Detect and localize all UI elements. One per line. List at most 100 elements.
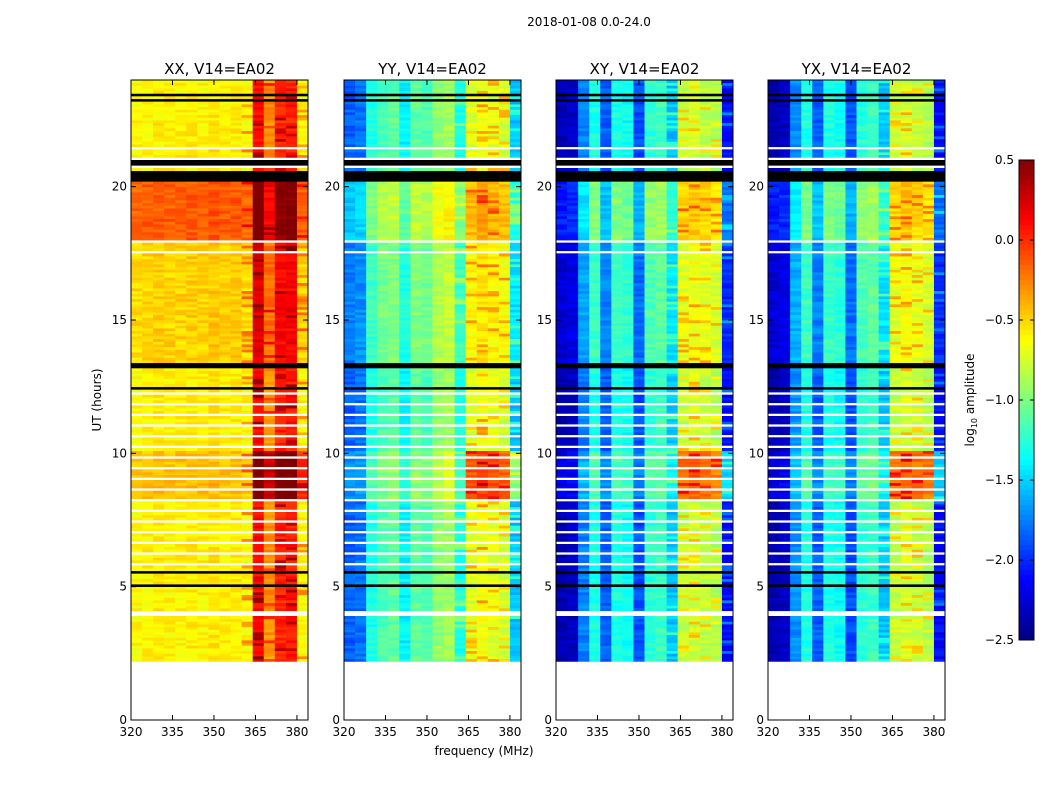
heatmap-cell — [131, 555, 142, 558]
heatmap-cell — [377, 459, 388, 462]
heatmap-cell — [175, 128, 186, 131]
heatmap-cell — [131, 437, 142, 440]
heatmap-cell — [388, 469, 399, 472]
heatmap-cell — [164, 112, 175, 115]
heatmap-cell — [164, 149, 175, 152]
heatmap-cell — [186, 187, 197, 190]
heatmap-cell — [286, 581, 297, 584]
heatmap-cell — [499, 464, 510, 467]
heatmap-cell — [264, 245, 275, 248]
heatmap-cell — [297, 384, 308, 387]
heatmap-cell — [444, 501, 455, 504]
heatmap-cell — [499, 629, 510, 632]
heatmap-cell — [197, 512, 208, 515]
heatmap-cell — [377, 480, 388, 483]
heatmap-cell — [355, 264, 366, 267]
heatmap-cell — [208, 512, 219, 515]
heatmap-cell — [220, 133, 231, 136]
heatmap-cell — [220, 317, 231, 320]
heatmap-cell — [175, 344, 186, 347]
heatmap-cell — [510, 651, 521, 654]
heatmap-cell — [410, 352, 421, 355]
heatmap-cell — [444, 459, 455, 462]
heatmap-cell — [410, 648, 421, 651]
heatmap-cell — [220, 619, 231, 622]
heatmap-cell — [253, 117, 264, 120]
heatmap-cell — [421, 619, 432, 622]
heatmap-cell — [175, 259, 186, 262]
heatmap-cell — [377, 421, 388, 424]
heatmap-cell — [388, 304, 399, 307]
heatmap-cell — [142, 352, 153, 355]
heatmap-cell — [433, 592, 444, 595]
heatmap-cell — [131, 595, 142, 598]
heatmap-cell — [297, 485, 308, 488]
heatmap-cell — [510, 304, 521, 307]
heatmap-cell — [264, 200, 275, 203]
heatmap-cell — [242, 120, 253, 123]
heatmap-cell — [197, 616, 208, 619]
heatmap-cell — [377, 397, 388, 400]
heatmap-cell — [242, 659, 253, 662]
heatmap-cell — [142, 384, 153, 387]
heatmap-cell — [131, 280, 142, 283]
heatmap-cell — [253, 501, 264, 504]
heatmap-cell — [197, 357, 208, 360]
heatmap-cell — [477, 272, 488, 275]
flagged-row — [131, 163, 308, 166]
heatmap-cell — [153, 504, 164, 507]
heatmap-cell — [131, 373, 142, 376]
heatmap-cell — [421, 627, 432, 630]
heatmap-cell — [399, 323, 410, 326]
heatmap-cell — [410, 560, 421, 563]
heatmap-cell — [153, 581, 164, 584]
heatmap-cell — [275, 437, 286, 440]
heatmap-cell — [455, 283, 466, 286]
heatmap-cell — [377, 427, 388, 430]
heatmap-cell — [175, 525, 186, 528]
heatmap-cell — [175, 117, 186, 120]
heatmap-cell — [488, 368, 499, 371]
heatmap-cell — [499, 291, 510, 294]
heatmap-cell — [208, 485, 219, 488]
heatmap-cell — [153, 432, 164, 435]
heatmap-cell — [264, 192, 275, 195]
heatmap-cell — [253, 397, 264, 400]
heatmap-cell — [297, 632, 308, 635]
heatmap-cell — [275, 469, 286, 472]
heatmap-cell — [510, 349, 521, 352]
heatmap-cell — [175, 448, 186, 451]
heatmap-cell — [153, 416, 164, 419]
flagged-row — [344, 584, 521, 587]
heatmap-cell — [499, 267, 510, 270]
heatmap-cell — [510, 616, 521, 619]
heatmap-cell — [410, 291, 421, 294]
heatmap-cell — [455, 309, 466, 312]
heatmap-cell — [433, 595, 444, 598]
heatmap-cell — [399, 269, 410, 272]
heatmap-cell — [488, 573, 499, 576]
heatmap-cell — [421, 592, 432, 595]
heatmap-cell — [175, 155, 186, 158]
heatmap-cell — [220, 525, 231, 528]
heatmap-cell — [164, 461, 175, 464]
heatmap-cell — [286, 197, 297, 200]
heatmap-cell — [477, 600, 488, 603]
heatmap-cell — [399, 581, 410, 584]
heatmap-cell — [264, 459, 275, 462]
heatmap-cell — [433, 515, 444, 518]
heatmap-cell — [153, 357, 164, 360]
heatmap-cell — [510, 581, 521, 584]
heatmap-cell — [355, 256, 366, 259]
heatmap-cell — [186, 325, 197, 328]
heatmap-cell — [275, 339, 286, 342]
heatmap-cell — [477, 453, 488, 456]
heatmap-cell — [197, 128, 208, 131]
heatmap-cell — [220, 629, 231, 632]
heatmap-cell — [208, 605, 219, 608]
heatmap-cell — [366, 411, 377, 414]
heatmap-cell — [286, 203, 297, 206]
heatmap-cell — [186, 267, 197, 270]
heatmap-cell — [153, 605, 164, 608]
heatmap-cell — [208, 261, 219, 264]
